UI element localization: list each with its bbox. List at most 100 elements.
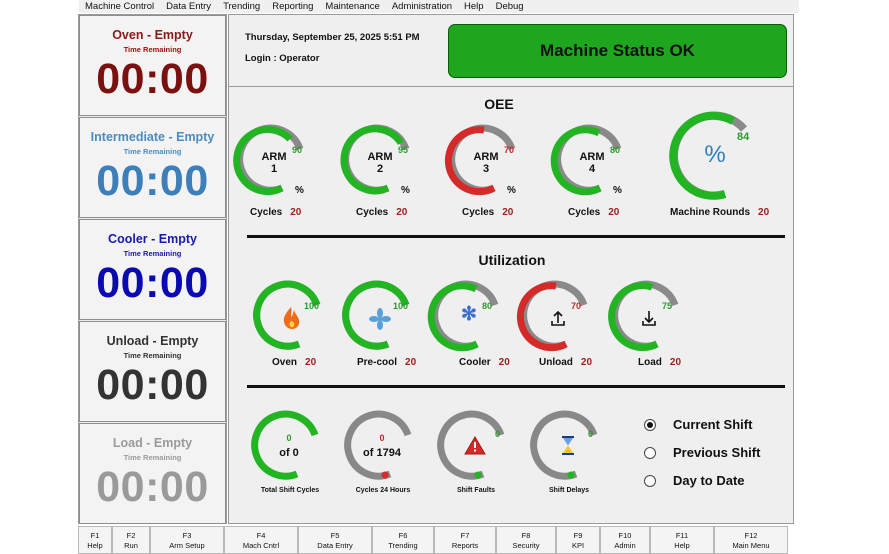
percent-symbol: % [401, 185, 410, 196]
machine-status-banner: Machine Status OK [448, 24, 787, 78]
menu-machine-control[interactable]: Machine Control [85, 1, 155, 12]
gauge-label: Oven [272, 357, 298, 368]
stat-shift-delays: 0 [530, 407, 603, 487]
radio-button[interactable] [644, 418, 656, 431]
fkey-key: F6 [398, 531, 408, 540]
fkey-key: F1 [90, 531, 100, 540]
fkey-f9[interactable]: F9 KPI [556, 526, 600, 554]
gauge-arc [233, 124, 304, 195]
gauge-value: 70 [504, 145, 515, 155]
timer-caption: Time Remaining [123, 45, 182, 54]
timer-name: Oven - Empty [112, 28, 193, 42]
radio-button[interactable] [644, 474, 656, 487]
datetime-label: Thursday, September 25, 2025 5:51 PM [245, 32, 420, 43]
timer-name: Cooler - Empty [108, 232, 197, 246]
gauge-label: Cycles [568, 207, 601, 218]
gauge-arc [340, 124, 410, 195]
radio-button[interactable] [644, 446, 656, 459]
gauge-value: 75 [662, 301, 673, 311]
fkey-f4[interactable]: F4 Mach Cntrl [224, 526, 298, 554]
fkey-f7[interactable]: F7 Reports [434, 526, 496, 554]
oee-machine-rounds: Machine Rounds 20 [670, 207, 769, 218]
flame-icon [283, 307, 300, 329]
menu-administration[interactable]: Administration [391, 1, 453, 12]
timer-value: 00:00 [96, 157, 209, 205]
timer-value: 00:00 [96, 361, 209, 409]
gauge-label: Cooler [459, 357, 491, 368]
timer-name: Load - Empty [112, 436, 193, 450]
fkey-label: KPI [571, 541, 585, 550]
oee-arm-2-cycles: Cycles 20 [356, 207, 407, 218]
timer-oven: Oven - Empty Time Remaining 00:00 [79, 15, 226, 116]
timer-value: 00:00 [96, 259, 209, 307]
stat-total-shift-cycles: 0 of 0 [251, 407, 324, 487]
fkey-f1[interactable]: F1 Help [78, 526, 112, 554]
stat-total: of 0 [279, 447, 299, 459]
fkey-f10[interactable]: F10 Admin [600, 526, 650, 554]
stat-label: Shift Faults [456, 487, 496, 494]
timer-value: 00:00 [96, 463, 209, 511]
fkey-f5[interactable]: F5 Data Entry [298, 526, 372, 554]
gauge-count: 20 [396, 207, 408, 218]
radio-previous-shift[interactable]: Previous Shift [644, 445, 760, 460]
fkey-key: F5 [330, 531, 340, 540]
timer-load: Load - Empty Time Remaining 00:00 [79, 423, 226, 524]
fkey-label: Arm Setup [169, 541, 205, 550]
gauge-value: 90 [292, 145, 303, 155]
fkey-key: F8 [521, 531, 531, 540]
fkey-f2[interactable]: F2 Run [112, 526, 150, 554]
upload-icon [551, 310, 565, 326]
util-gauge-load: 75 [608, 277, 684, 357]
oee-arm-1-cycles: Cycles 20 [250, 207, 301, 218]
gauge-label: Cycles [250, 207, 283, 218]
percent-symbol: % [613, 185, 622, 196]
gauge-arc [516, 280, 588, 352]
menu-maintenance[interactable]: Maintenance [325, 1, 380, 12]
gauge-count: 20 [290, 207, 302, 218]
radio-day-to-date[interactable]: Day to Date [644, 473, 745, 488]
menu-reporting[interactable]: Reporting [272, 1, 314, 12]
fkey-f6[interactable]: F6 Trending [372, 526, 434, 554]
stat-label: Total Shift Cycles [260, 487, 320, 494]
gauge-arc [253, 280, 321, 350]
fkey-f12[interactable]: F12 Main Menu [714, 526, 788, 554]
radio-label: Previous Shift [673, 445, 761, 460]
gauge-label: Unload [539, 357, 573, 368]
menu-data-entry[interactable]: Data Entry [166, 1, 212, 12]
gauge-arc [344, 410, 412, 480]
fkey-label: Help [674, 541, 690, 550]
gauge-arc [530, 410, 598, 480]
radio-current-shift[interactable]: Current Shift [644, 417, 752, 432]
hourglass-icon [562, 436, 574, 455]
fkey-key: F4 [256, 531, 266, 540]
fkey-label: Trending [388, 541, 418, 550]
menu-help[interactable]: Help [464, 1, 484, 12]
fkey-f3[interactable]: F3 Arm Setup [150, 526, 224, 554]
timer-intermediate: Intermediate - Empty Time Remaining 00:0… [79, 117, 226, 218]
oee-title: OEE [484, 96, 514, 112]
gauge-arc [437, 410, 505, 480]
gauge-arc [427, 280, 499, 352]
gauge-count: 20 [669, 357, 682, 368]
timer-cooler: Cooler - Empty Time Remaining 00:00 [79, 219, 226, 320]
gauge-value: 100 [304, 301, 320, 311]
gauge-value: 0 [495, 429, 501, 439]
stat-total: of 1794 [363, 447, 401, 459]
fkey-label: Mach Cntrl [242, 541, 280, 550]
menu-debug[interactable]: Debug [495, 1, 524, 12]
arm-label: ARM [579, 151, 605, 163]
fkey-f11[interactable]: F11 Help [650, 526, 714, 554]
util-precool-label: Pre-cool 20 [357, 357, 416, 368]
fkey-f8[interactable]: F8 Security [496, 526, 556, 554]
menu-trending[interactable]: Trending [223, 1, 261, 12]
gauge-count: 20 [608, 207, 620, 218]
utilization-title: Utilization [478, 252, 546, 268]
util-gauge-cooler: ✻ 80 [427, 277, 504, 357]
util-unload-label: Unload 20 [539, 357, 592, 368]
gauge-center: ARM 2 [361, 151, 399, 175]
warning-icon [464, 436, 486, 455]
arm-label: ARM [261, 151, 287, 163]
fan-icon [369, 308, 391, 330]
gauge-value: 80 [482, 301, 493, 311]
gauge-value: 100 [393, 301, 409, 311]
